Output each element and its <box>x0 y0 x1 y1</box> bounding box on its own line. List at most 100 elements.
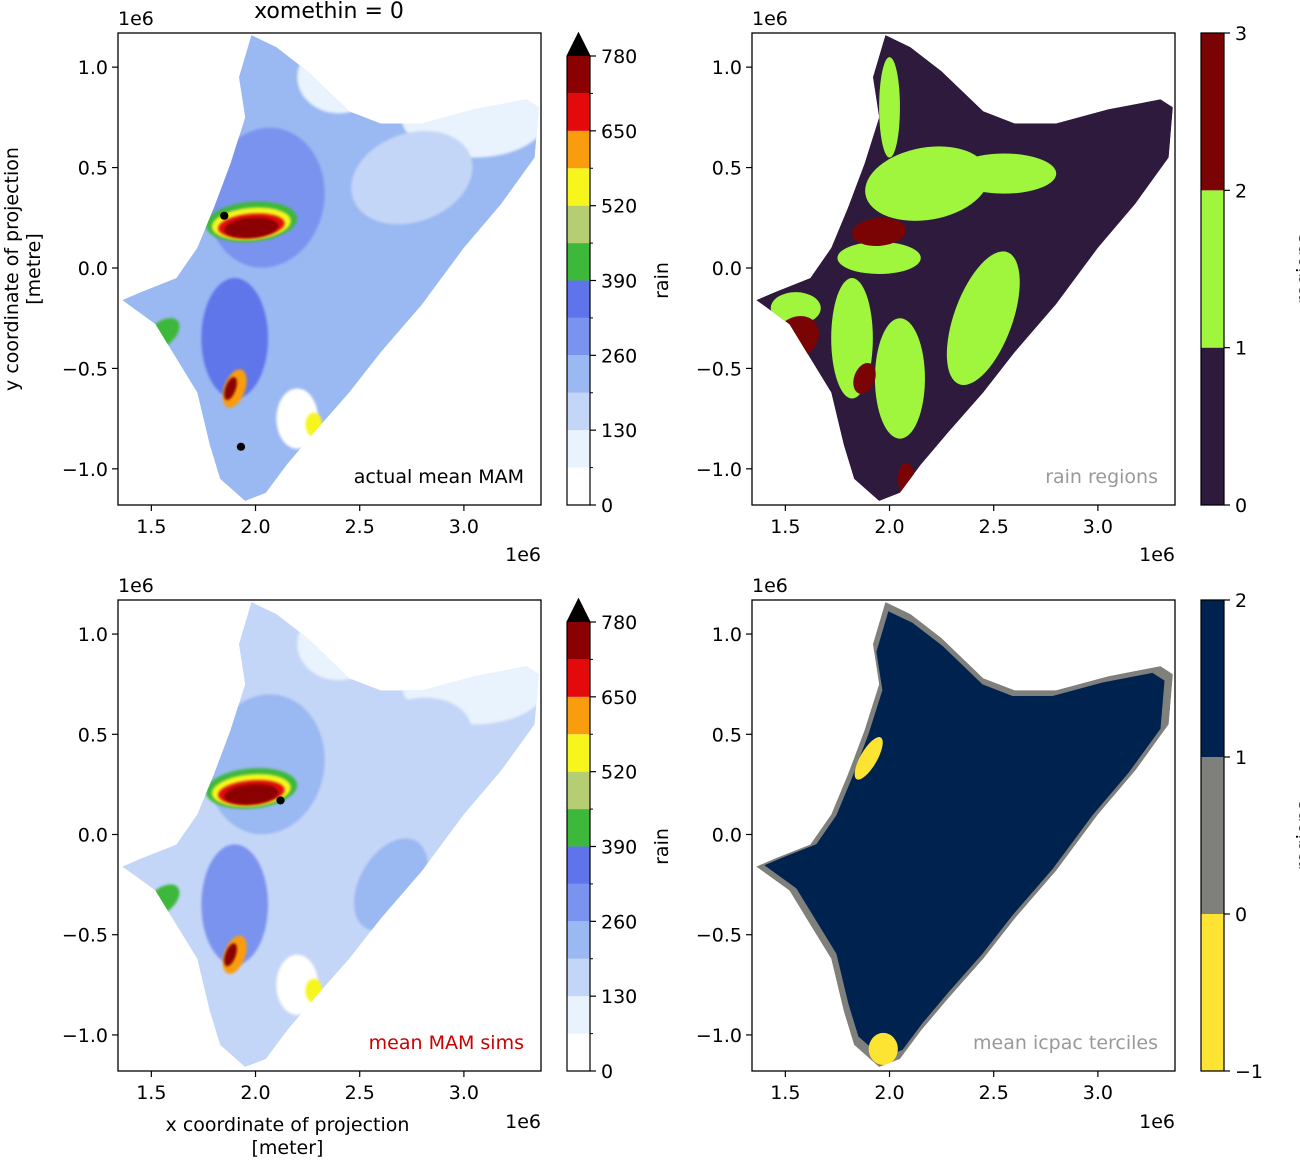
region-minus1-north <box>854 737 883 780</box>
region-1-6 <box>770 292 821 325</box>
y-tick-label: −1.0 <box>696 459 742 481</box>
x-tick-label: 2.0 <box>874 1082 904 1104</box>
y-offset-label: 1e6 <box>752 8 788 30</box>
colorbar-label: regions <box>1293 234 1300 304</box>
colorbar-segment <box>1201 347 1224 505</box>
region-minus1-south <box>868 1032 898 1066</box>
colorbar-segment <box>567 696 590 735</box>
map-field <box>756 602 1173 1067</box>
colorbar-label: rain <box>651 828 673 865</box>
x-tick-label: 3.0 <box>1083 516 1113 538</box>
region-1-5 <box>837 241 921 275</box>
y-tick-label: −1.0 <box>696 1025 742 1047</box>
y-tick-label: −1.0 <box>62 1025 108 1047</box>
x-tick-label: 2.0 <box>874 516 904 538</box>
colorbar-segment <box>567 56 590 94</box>
panel-top-right: 1.5 2.0 2.5 3.0 −1.0 −0.5 0.0 0.5 1.0 1e6 1e6 rain … <box>696 8 1300 566</box>
colorbar-tick-label: 130 <box>601 986 637 1008</box>
axes-frame <box>117 32 542 506</box>
region-2-3 <box>897 462 915 495</box>
plot-area <box>756 35 1173 501</box>
x-offset-label: 1e6 <box>505 544 541 566</box>
colorbar-segment <box>567 130 590 169</box>
x-tick-label: 2.0 <box>240 1082 270 1104</box>
y-tick-label: 0.5 <box>78 724 108 746</box>
colorbar-tick-label: 390 <box>601 271 637 293</box>
extreme-south <box>236 442 246 451</box>
plot-area <box>756 602 1173 1067</box>
x-tick-label: 2.0 <box>240 516 270 538</box>
y-tick-label: −0.5 <box>696 358 742 380</box>
colorbar-segment <box>567 659 590 697</box>
y-tick-label: 1.0 <box>712 57 742 79</box>
colorbar-tick-label: 0 <box>601 495 613 517</box>
colorbar-segment <box>567 317 590 356</box>
axes-frame <box>751 32 1176 506</box>
colorbar-segment <box>567 996 590 1034</box>
panel-annotation: actual mean MAM <box>354 466 524 488</box>
x-tick-label: 1.5 <box>136 1082 166 1104</box>
y-tick-label: 1.0 <box>712 624 742 646</box>
x-axis-label: x coordinate of projection <box>166 1114 410 1136</box>
x-tick-label: 1.5 <box>136 516 166 538</box>
colorbar-segment <box>567 734 590 772</box>
panel-annotation: rain regions <box>1045 466 1158 488</box>
x-tick-label: 3.0 <box>449 516 479 538</box>
map-field <box>122 602 539 1067</box>
panel-annotation: mean icpac terciles <box>973 1032 1158 1054</box>
colorbar-tick-label: −1 <box>1235 1061 1263 1083</box>
colorbar-segment <box>567 846 590 884</box>
plot-area <box>122 602 539 1067</box>
y-tick-label: −1.0 <box>62 459 108 481</box>
region-1-1 <box>946 251 1020 386</box>
y-tick-label: 0.0 <box>78 258 108 280</box>
rain-sw <box>201 844 269 965</box>
colorbar-segment <box>1201 33 1224 191</box>
x-tick-label: 2.5 <box>345 516 375 538</box>
map-field <box>122 35 539 501</box>
x-tick-label: 1.5 <box>770 1082 800 1104</box>
colorbar-tick-label: 780 <box>601 612 637 634</box>
y-tick-label: 0.5 <box>712 158 742 180</box>
rain-east <box>351 130 473 225</box>
colorbar-tick-label: 260 <box>601 911 637 933</box>
sw-core-dark <box>224 943 237 967</box>
y-tick-label: 1.0 <box>78 57 108 79</box>
y-tick-label: 0.5 <box>712 724 742 746</box>
colorbar-tick-label: 520 <box>601 762 637 784</box>
colorbar-segment <box>567 168 590 206</box>
colorbar-tick-label: 1 <box>1235 338 1247 360</box>
band-darkred <box>224 784 279 805</box>
rain-east <box>351 697 473 792</box>
colorbar-segment <box>567 93 590 131</box>
colorbar-tick-label: 0 <box>1235 495 1247 517</box>
low-rain-north <box>297 607 381 681</box>
region-1 <box>764 611 1165 1058</box>
x-tick-label: 2.5 <box>979 516 1009 538</box>
colorbar-segment <box>1201 757 1224 914</box>
coast-yellow <box>305 412 323 437</box>
colorbar-segment <box>567 771 590 810</box>
colorbar-extend-arrow <box>567 33 590 56</box>
colorbar-tick-label: 650 <box>601 121 637 143</box>
sw-core-dark <box>224 377 237 400</box>
map-field <box>756 35 1173 501</box>
x-tick-label: 3.0 <box>449 1082 479 1104</box>
panel-annotation: mean MAM sims <box>369 1032 524 1054</box>
colorbar-tick-label: 390 <box>601 837 637 859</box>
colorbar-tick-label: 520 <box>601 196 637 218</box>
y-offset-label: 1e6 <box>118 8 154 30</box>
region-2-0 <box>852 217 907 247</box>
region-2-2 <box>853 362 876 394</box>
colorbar: 0 130 260 390 520 650 780 rain <box>566 597 673 1083</box>
colorbar-segment <box>567 243 590 281</box>
x-offset-label: 1e6 <box>1139 1111 1175 1133</box>
colorbar-extend-arrow <box>567 599 590 622</box>
colorbar-segment <box>567 280 590 318</box>
colorbar-segment <box>567 921 590 959</box>
x-offset-label: 1e6 <box>1139 544 1175 566</box>
colorbar-label: rain <box>651 262 673 299</box>
y-axis-label: y coordinate of projection <box>1 147 23 391</box>
panel-top-left: 1.5 2.0 2.5 3.0 −1.0 −0.5 0.0 0.5 1.0 1e6 1e6 actua… <box>1 8 673 566</box>
y-tick-label: 0.0 <box>712 824 742 846</box>
